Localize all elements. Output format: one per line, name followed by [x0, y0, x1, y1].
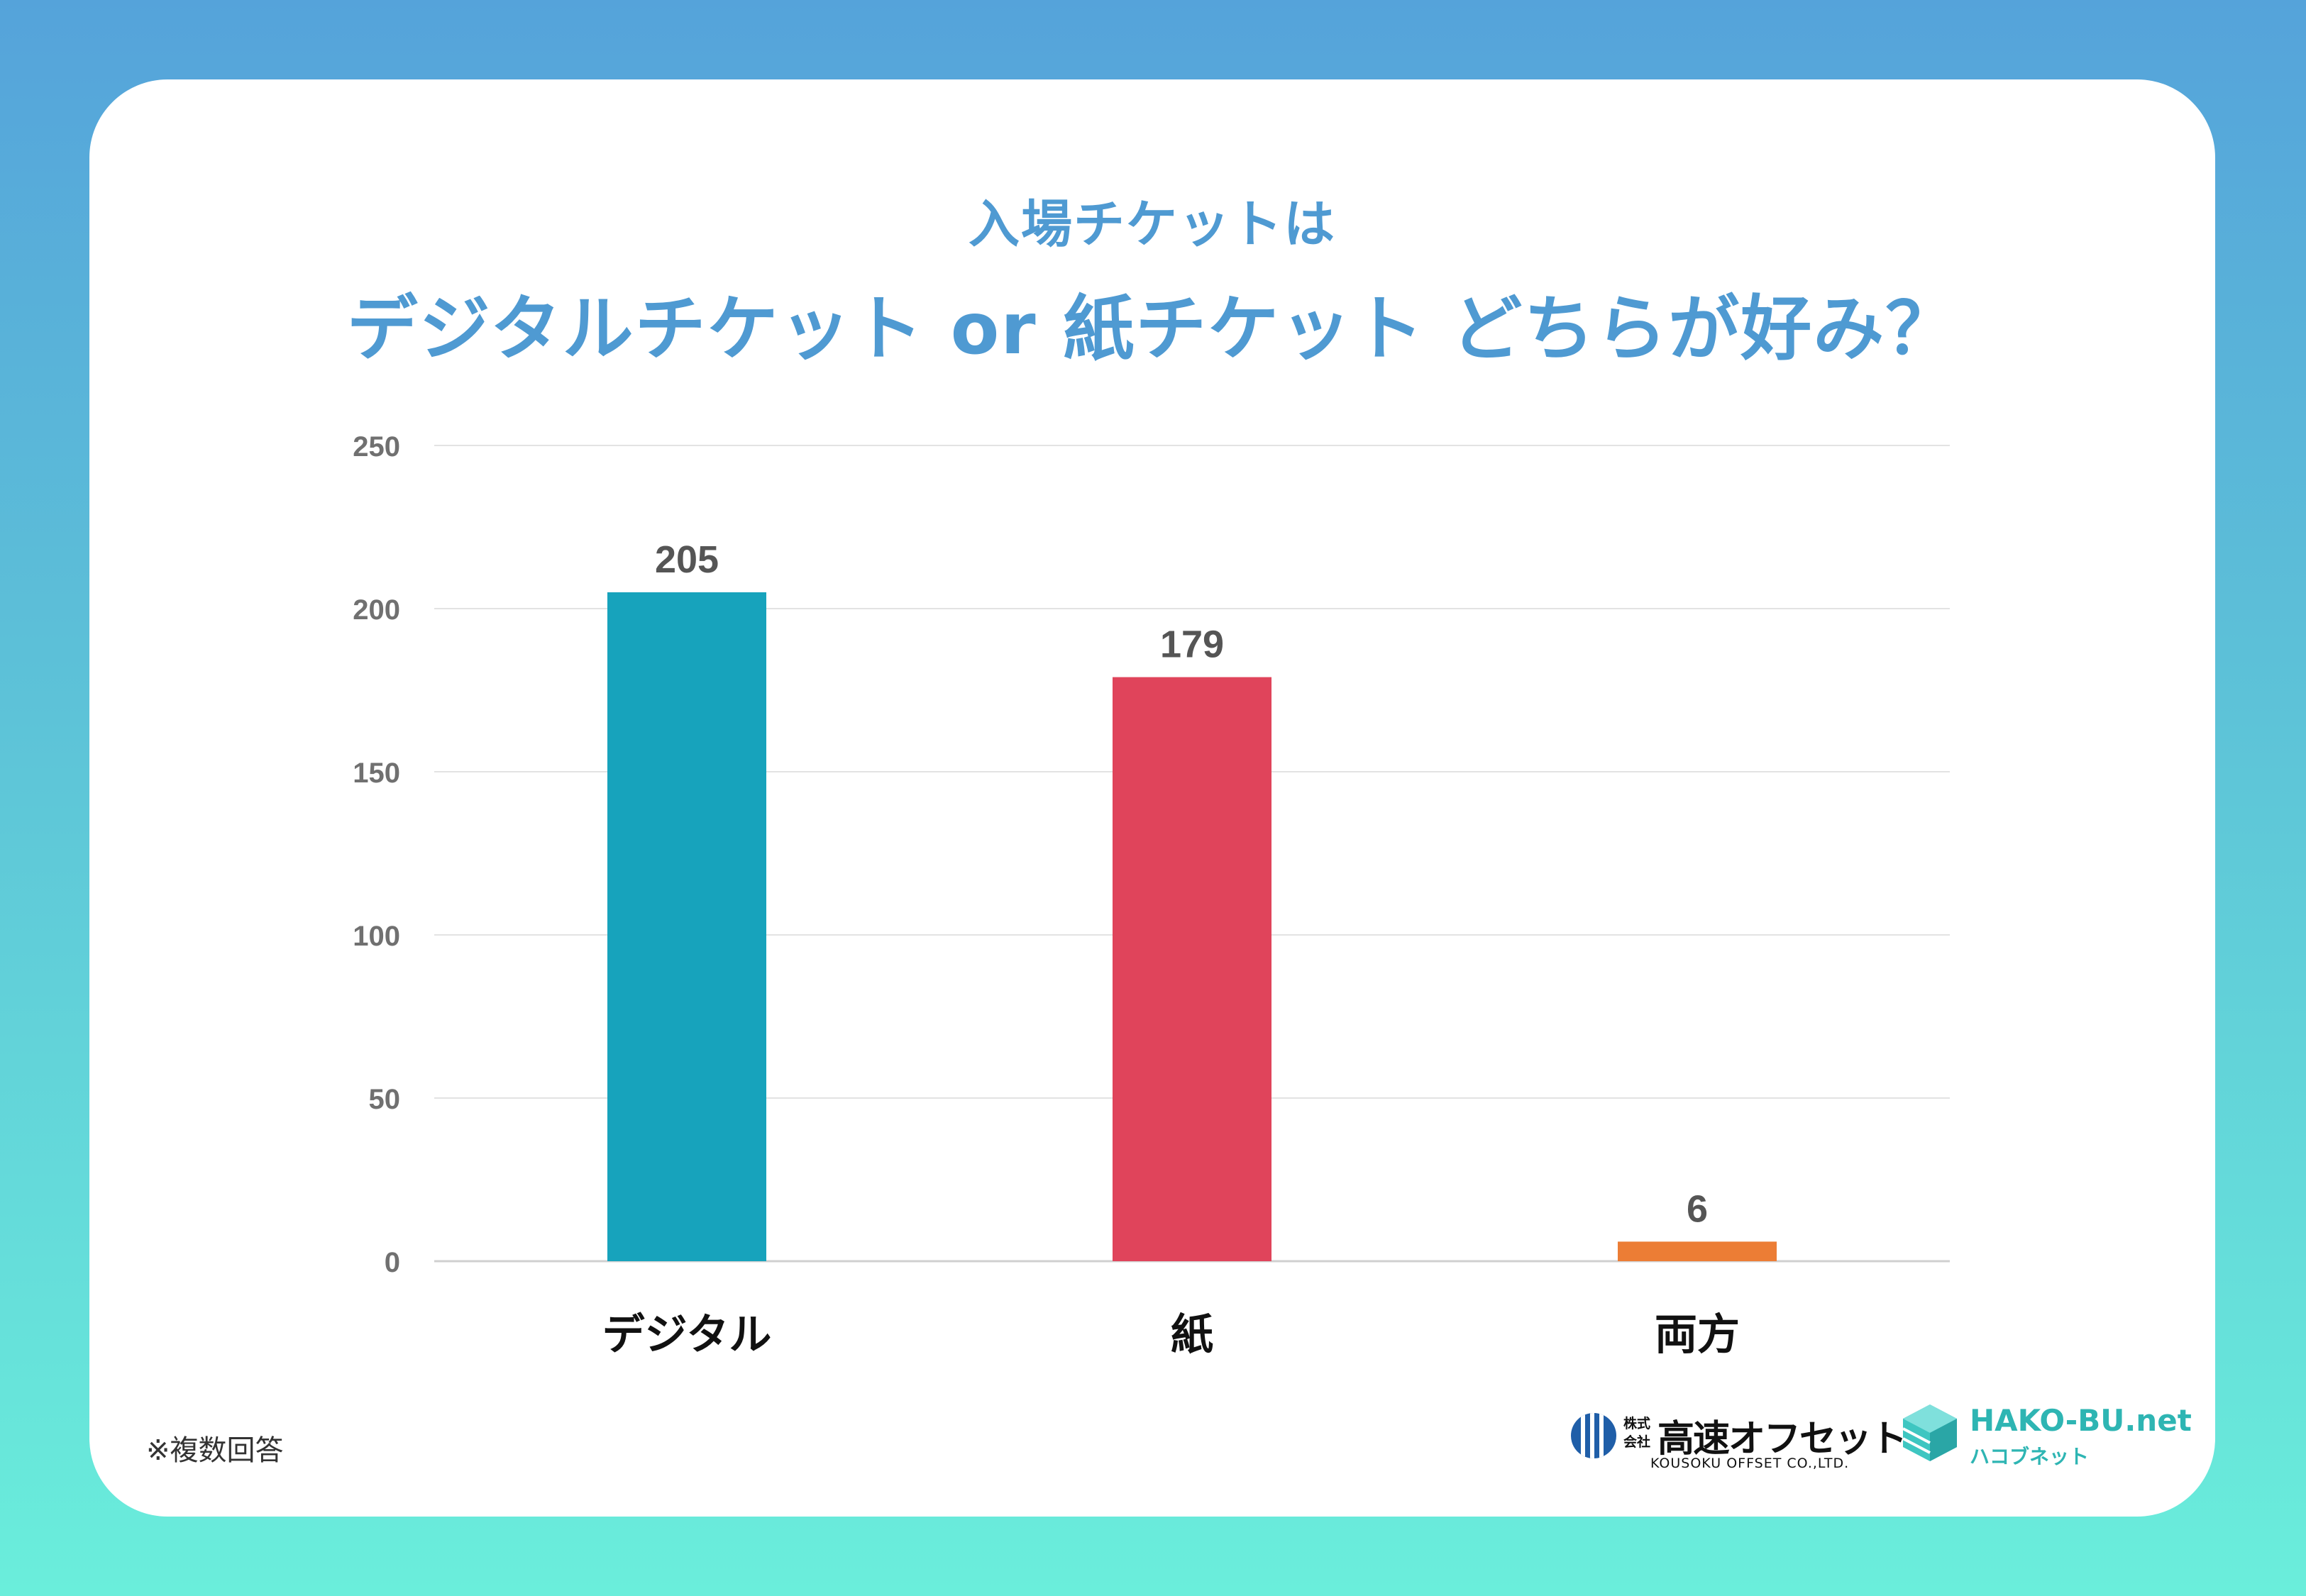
- y-tick-label: 250: [353, 431, 400, 462]
- bar: [1113, 677, 1271, 1261]
- kousoku-mark-icon: [1571, 1413, 1616, 1458]
- bar: [607, 592, 766, 1261]
- data-label: 6: [1687, 1187, 1708, 1230]
- kousoku-name: 高速オフセット: [1657, 1418, 1907, 1461]
- y-tick-label: 100: [353, 921, 400, 952]
- kousoku-offset-logo: 株式会社 高速オフセット KOUSOKU OFFSET CO.,LTD.: [1571, 1406, 1907, 1477]
- hakobu-cube-icon: [1902, 1404, 1957, 1461]
- data-label: 179: [1160, 624, 1224, 666]
- y-tick-label: 200: [353, 594, 400, 626]
- chart-card: 入場チケットは デジタルチケット or 紙チケット どちらが好み？ 0 50 100…: [89, 79, 2215, 1517]
- data-label: 205: [655, 538, 719, 581]
- x-category-label: 両方: [1655, 1310, 1740, 1360]
- x-category-label: 紙: [1171, 1310, 1213, 1360]
- footnote: ※複数回答: [146, 1434, 284, 1467]
- hakobu-name: HAKO-BU.net: [1970, 1403, 2192, 1438]
- x-category-label: デジタル: [602, 1310, 772, 1360]
- bar-chart: 0 50 100 150 200 250 205 デジタル 179 紙 6 両方: [353, 431, 1950, 1360]
- chart-title: デジタルチケット or 紙チケット どちらが好み？: [346, 287, 1958, 370]
- kousoku-prefix: 株式会社: [1623, 1416, 1651, 1450]
- y-tick-label: 150: [353, 758, 400, 789]
- y-tick-label: 50: [369, 1084, 401, 1115]
- bar: [1618, 1241, 1777, 1261]
- y-tick-label: 0: [385, 1247, 400, 1278]
- hakobu-kana: ハコブネット: [1970, 1445, 2090, 1468]
- hakobu-logo: HAKO-BU.net ハコブネット: [1899, 1400, 2192, 1471]
- kousoku-english: KOUSOKU OFFSET CO.,LTD.: [1650, 1456, 1850, 1471]
- chart-subtitle: 入場チケットは: [968, 194, 1336, 254]
